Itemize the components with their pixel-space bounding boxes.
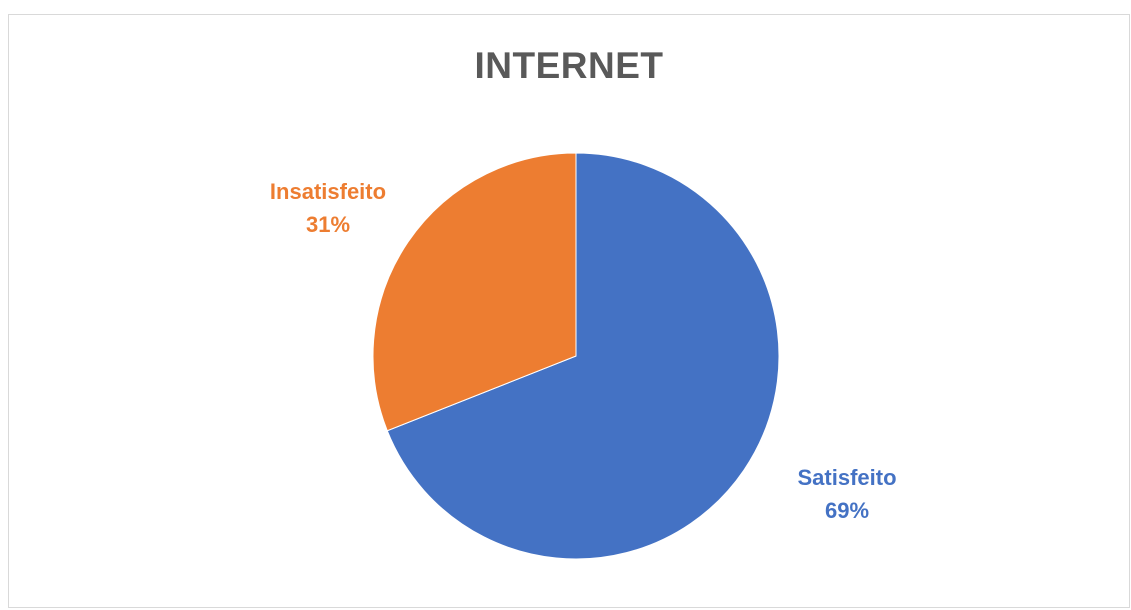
slice-value-satisfeito: 69%	[825, 498, 869, 523]
slice-label-insatisfeito: Insatisfeito	[270, 179, 386, 204]
pie-slice-satisfeito	[386, 152, 780, 560]
pie-chart: Satisfeito 69% Insatisfeito 31%	[270, 152, 897, 560]
pie-slice-insatisfeito	[372, 152, 577, 432]
slice-value-insatisfeito: 31%	[306, 212, 350, 237]
slice-label-satisfeito: Satisfeito	[797, 465, 896, 490]
chart-frame: INTERNET Satisfeito 69% Insatisfeito 31%	[8, 14, 1130, 608]
chart-title: INTERNET	[474, 45, 664, 86]
